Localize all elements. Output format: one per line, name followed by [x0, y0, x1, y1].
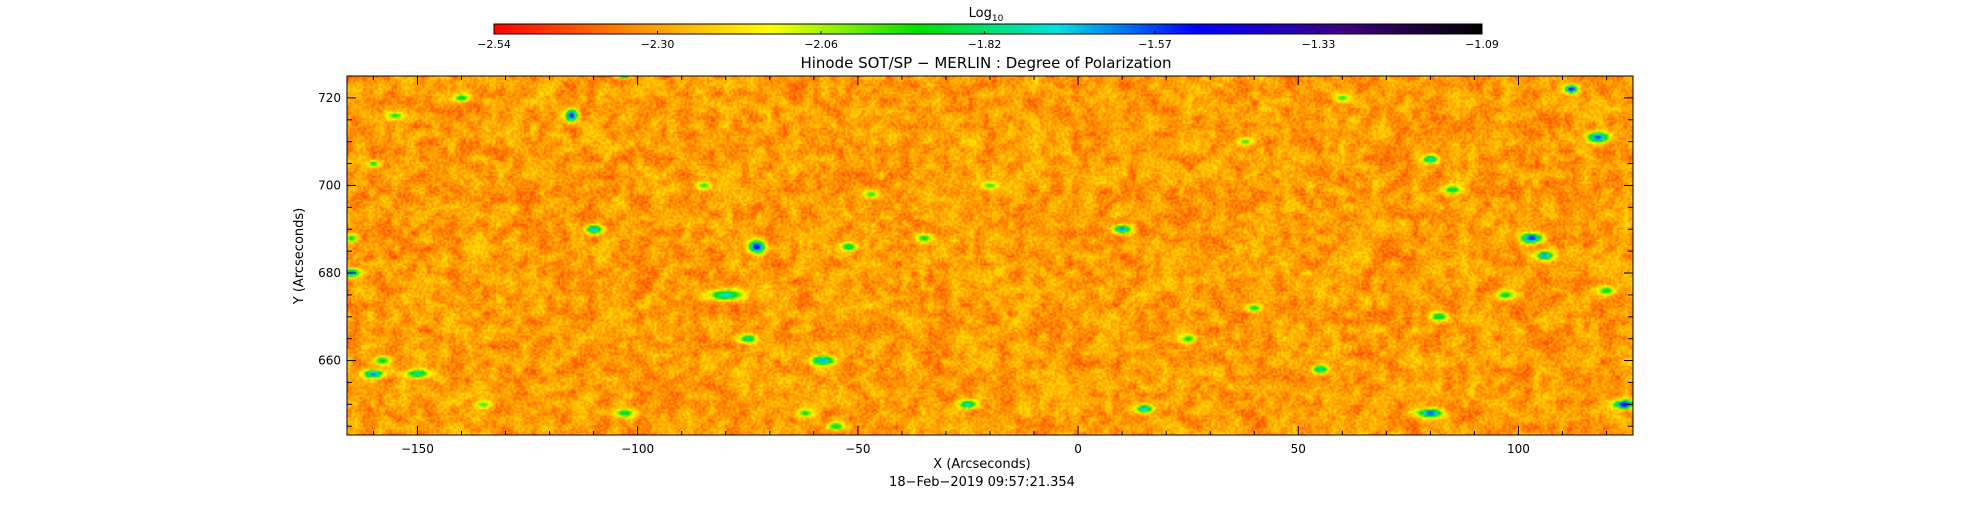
colorbar-ticks: −2.54 −2.30 −2.06 −1.82 −1.57 −1.33 −1.09 — [477, 31, 1499, 51]
chart-title: Hinode SOT/SP − MERLIN : Degree of Polar… — [800, 54, 1171, 72]
y-tick-label: 720 — [318, 91, 341, 105]
colorbar-tick-label: −1.82 — [968, 38, 1002, 51]
colorbar-label-subscript: 10 — [992, 14, 1004, 24]
x-tick-label: −50 — [845, 442, 870, 456]
colorbar-label-base: Log — [969, 6, 992, 21]
x-tick-label: −150 — [401, 442, 434, 456]
colorbar-gradient — [493, 23, 1483, 35]
observation-timestamp: 18−Feb−2019 09:57:21.354 — [889, 475, 1075, 490]
x-tick-label: 50 — [1291, 442, 1306, 456]
colorbar-tick-label: −2.54 — [477, 38, 511, 51]
y-tick-label: 660 — [318, 354, 341, 368]
y-axis-label: Y (Arcseconds) — [292, 208, 307, 305]
plot-area: −150 −100 −50 0 50 100 660 680 700 720 — [318, 75, 1634, 456]
y-axis: 660 680 700 720 — [318, 75, 1633, 427]
x-axis-label: X (Arcseconds) — [933, 457, 1030, 472]
colorbar-tick-label: −1.57 — [1138, 38, 1172, 51]
colorbar-label: Log10 — [969, 6, 1004, 24]
colorbar-tick-label: −1.09 — [1465, 38, 1499, 51]
polarization-heatmap — [347, 76, 1633, 435]
colorbar-tick-label: −1.33 — [1302, 38, 1336, 51]
x-tick-label: 100 — [1507, 442, 1530, 456]
y-tick-label: 680 — [318, 266, 341, 280]
x-tick-label: −100 — [621, 442, 654, 456]
x-axis: −150 −100 −50 0 50 100 — [372, 76, 1608, 456]
colorbar-tick-label: −2.06 — [804, 38, 838, 51]
colorbar-tick-label: −2.30 — [641, 38, 675, 51]
y-tick-label: 700 — [318, 178, 341, 192]
colorbar: Log10 −2.54 −2.30 −2.06 −1.82 −1.57 −1.33 −1.0… — [477, 6, 1499, 51]
x-tick-label: 0 — [1074, 442, 1082, 456]
